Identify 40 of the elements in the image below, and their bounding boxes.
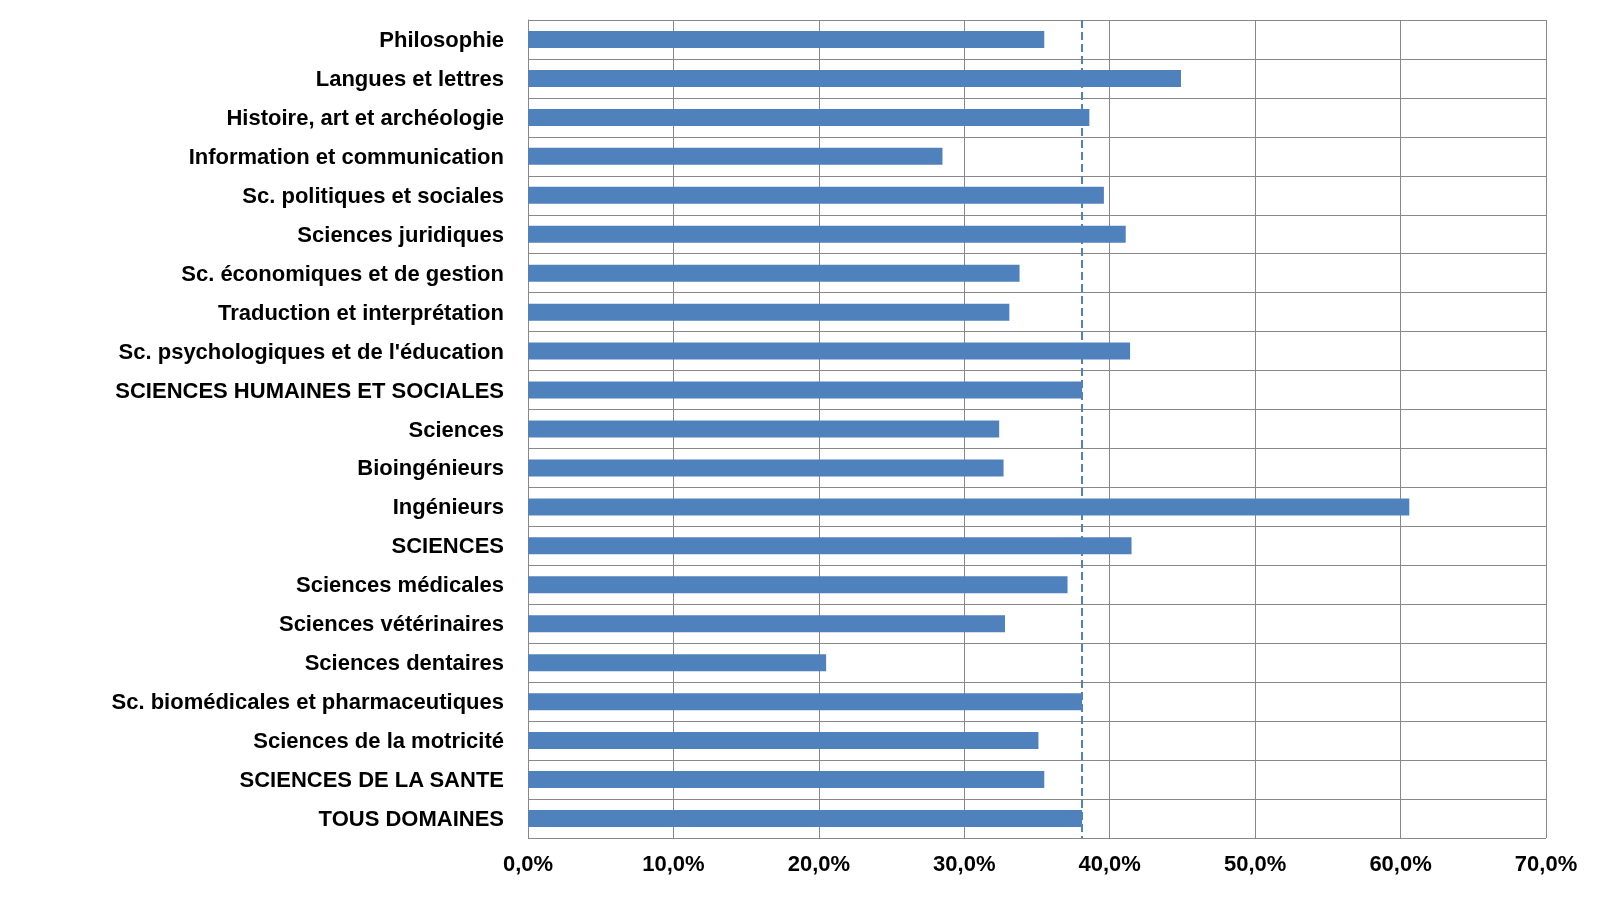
y-tick-label: SCIENCES DE LA SANTE: [239, 767, 504, 793]
y-tick-label: Sc. politiques et sociales: [242, 182, 504, 208]
y-tick-label: Sc. psychologiques et de l'éducation: [118, 338, 504, 364]
y-tick-label: Traduction et interprétation: [217, 299, 504, 325]
y-tick-label: Sciences: [408, 416, 504, 442]
bar: [528, 147, 943, 165]
x-tick-label: 0,0%: [502, 850, 554, 876]
bar: [528, 459, 1004, 477]
bar: [528, 615, 1006, 633]
y-tick-label: Sciences juridiques: [297, 221, 504, 247]
x-tick-label: 30,0%: [933, 850, 996, 876]
y-tick-label: Sciences de la motricité: [253, 728, 504, 754]
y-tick-label: Sciences médicales: [296, 572, 504, 598]
x-tick-label: 20,0%: [787, 850, 851, 876]
y-tick-label: Histoire, art et archéologie: [226, 104, 504, 130]
bar: [528, 420, 1000, 438]
y-tick-label: Ingénieurs: [392, 494, 504, 520]
bar: [528, 30, 1045, 48]
y-tick-label: Sciences vétérinaires: [278, 611, 504, 637]
bar: [528, 576, 1068, 594]
y-tick-label: Sciences dentaires: [304, 650, 504, 676]
bar: [528, 303, 1010, 321]
x-tick-label: 50,0%: [1223, 850, 1287, 876]
y-tick-label: SCIENCES: [391, 533, 504, 559]
x-tick-label: 40,0%: [1078, 850, 1141, 876]
bar: [528, 264, 1020, 282]
x-tick-label: 10,0%: [642, 850, 705, 876]
x-tick-label: 60,0%: [1369, 850, 1432, 876]
y-tick-label: Information et communication: [188, 143, 504, 169]
y-tick-label: TOUS DOMAINES: [318, 806, 504, 832]
y-tick-label: Langues et lettres: [315, 65, 504, 91]
x-tick-label: 70,0%: [1514, 850, 1578, 876]
y-tick-label: Philosophie: [379, 26, 504, 52]
y-tick-label: Sc. biomédicales et pharmaceutiques: [111, 689, 504, 715]
bar: [528, 771, 1045, 789]
bar: [528, 732, 1039, 750]
y-tick-label: Bioingénieurs: [357, 455, 504, 481]
y-tick-label: Sc. économiques et de gestion: [181, 260, 504, 286]
bar: [528, 654, 827, 672]
y-tick-label: SCIENCES HUMAINES ET SOCIALES: [115, 377, 504, 403]
